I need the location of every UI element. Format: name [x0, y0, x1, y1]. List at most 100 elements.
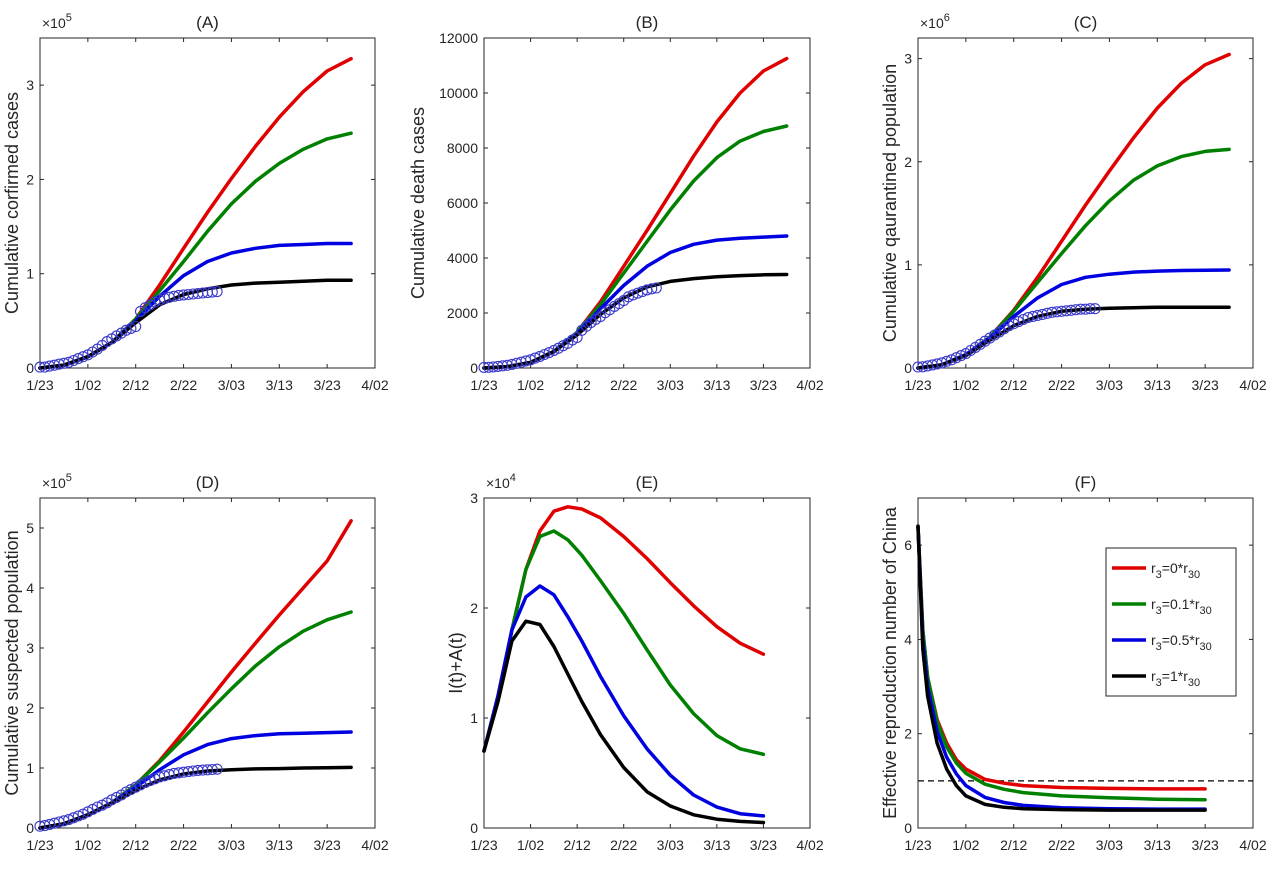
legend-label: r3=1*r30 [1151, 668, 1200, 689]
observed-point [144, 775, 156, 787]
y-tick-label: 5 [26, 520, 34, 536]
y-axis-label: I(t)+A(t) [446, 632, 466, 694]
y-axis-label: Cumulative suspected population [2, 530, 22, 795]
observed-point [206, 763, 218, 776]
observed-point [120, 324, 132, 336]
y-tick-label: 4 [904, 631, 912, 647]
observed-point [149, 296, 161, 308]
panel-a: 1/23 1/02 2/12 2/22 3/03 3/13 3/23 4/02 0 1 2 3 ×105… [2, 12, 389, 393]
x-tick-label: 3/13 [1144, 377, 1171, 393]
axes-box [917, 37, 1254, 369]
observed-point [130, 320, 142, 333]
x-tick-label: 3/13 [703, 837, 730, 853]
panel-c: 1/23 1/02 2/12 2/22 3/03 3/13 3/23 4/02 0 1 2 3 ×106… [880, 12, 1267, 393]
observed-point [1003, 320, 1015, 332]
observed-point [483, 361, 495, 373]
observed-point [950, 352, 962, 364]
x-tick-label: 4/02 [361, 837, 388, 853]
observed-point [529, 352, 541, 364]
y-tick-label: 6000 [447, 195, 478, 211]
observed-point [77, 351, 89, 363]
axis-exponent: ×104 [486, 472, 516, 491]
x-tick-label: 3/23 [314, 377, 341, 393]
y-tick-label: 2 [26, 700, 34, 716]
series-line-red [482, 56, 789, 370]
x-tick-label: 3/23 [314, 837, 341, 853]
observed-point [67, 354, 80, 367]
y-tick-label: 1 [904, 257, 912, 273]
series-line-green [916, 524, 1207, 802]
x-tick-label: 1/02 [952, 377, 979, 393]
observed-point [211, 763, 223, 775]
x-tick-label: 2/12 [1000, 377, 1027, 393]
legend: r3=0*r30 r3=0.1*r30 r3=0.5*r30 r3=1*r30 [1105, 547, 1237, 697]
observed-point [941, 355, 953, 367]
y-axis-label: Cumulative corfirmed cases [2, 92, 22, 314]
x-tick-label: 1/02 [74, 837, 101, 853]
x-tick-label: 1/02 [517, 377, 544, 393]
series-line-black [916, 524, 1207, 812]
observed-point [72, 810, 84, 822]
y-tick-label: 2 [904, 726, 912, 742]
observed-point [63, 814, 75, 826]
series-line-red [916, 52, 1231, 370]
observed-point [492, 360, 504, 372]
y-tick-label: 2 [904, 154, 912, 170]
x-tick-label: 1/23 [904, 837, 931, 853]
x-tick-label: 2/22 [1048, 377, 1075, 393]
observed-point [478, 361, 490, 373]
series-line-black [38, 765, 353, 830]
x-tick-label: 2/22 [610, 377, 637, 393]
x-tick-label: 3/13 [266, 377, 293, 393]
x-tick-label: 4/02 [1239, 377, 1266, 393]
axes-box [917, 497, 1254, 829]
axis-exponent: ×105 [42, 12, 72, 31]
y-tick-label: 0 [904, 820, 912, 836]
x-tick-label: 3/03 [1096, 377, 1123, 393]
y-tick-label: 1 [470, 710, 478, 726]
observed-point [67, 812, 80, 824]
x-tick-label: 2/22 [170, 377, 197, 393]
panel-title: (F) [1075, 473, 1097, 492]
axes-box [483, 497, 811, 829]
series-line-red [38, 519, 353, 830]
y-tick-label: 0 [470, 360, 478, 376]
y-tick-label: 4000 [447, 250, 478, 266]
x-tick-label: 1/02 [74, 377, 101, 393]
series-line-green [916, 147, 1231, 370]
x-tick-label: 3/03 [657, 377, 684, 393]
series-line-black [916, 305, 1231, 370]
x-tick-label: 3/23 [750, 377, 777, 393]
x-tick-label: 1/23 [470, 377, 497, 393]
x-tick-label: 2/12 [122, 837, 149, 853]
observed-point [139, 776, 151, 788]
x-tick-label: 1/23 [470, 837, 497, 853]
observed-point [1084, 303, 1096, 315]
x-tick-label: 2/22 [610, 837, 637, 853]
observed-point [63, 356, 75, 368]
x-tick-label: 2/22 [1048, 837, 1075, 853]
series-line-black [38, 278, 353, 370]
y-axis-label: Cumulative qaurantined population [880, 64, 900, 342]
observed-point [650, 282, 662, 294]
y-tick-label: 3 [904, 51, 912, 67]
y-tick-label: 0 [904, 360, 912, 376]
x-tick-label: 3/23 [1192, 377, 1219, 393]
x-tick-label: 4/02 [1239, 837, 1266, 853]
observed-point [72, 353, 84, 365]
y-axis-label: Cumulative death cases [408, 107, 428, 299]
x-tick-label: 1/23 [26, 377, 53, 393]
y-tick-label: 2000 [447, 305, 478, 321]
x-tick-label: 4/02 [796, 837, 823, 853]
series-line-red [38, 56, 353, 370]
x-tick-label: 3/13 [266, 837, 293, 853]
observed-point [646, 283, 658, 295]
panel-title: (A) [196, 13, 219, 32]
y-axis-label: Effective reproduction number of China [880, 506, 900, 819]
legend-label: r3=0.1*r30 [1151, 596, 1212, 617]
observed-point [538, 348, 551, 361]
panel-title: (E) [636, 473, 659, 492]
y-tick-label: 8000 [447, 140, 478, 156]
observed-point [206, 286, 218, 298]
